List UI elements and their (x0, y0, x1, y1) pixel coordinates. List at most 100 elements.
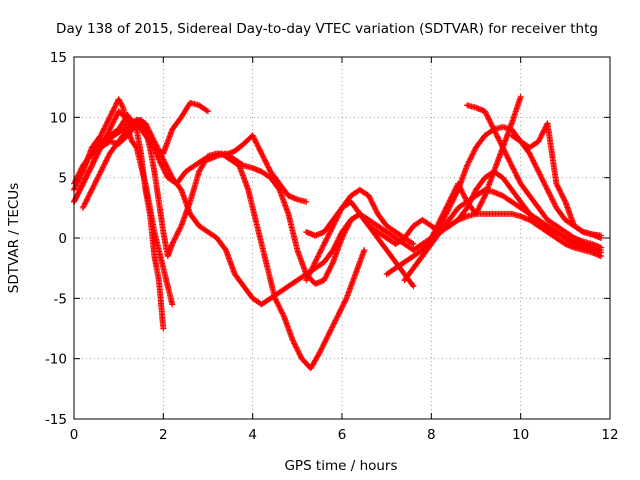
data-point (78, 169, 85, 176)
data-point (76, 171, 83, 178)
data-point (262, 157, 269, 164)
data-point (76, 187, 83, 194)
data-point (484, 113, 491, 120)
data-point (332, 241, 339, 248)
data-point (303, 277, 310, 284)
data-point (79, 182, 86, 189)
data-point (511, 168, 518, 175)
data-point (101, 161, 108, 168)
data-point (336, 210, 343, 217)
data-point (108, 110, 115, 117)
data-point (164, 164, 171, 171)
data-point (75, 174, 82, 181)
data-point (322, 274, 329, 281)
data-point (90, 183, 97, 190)
data-point (541, 127, 548, 134)
data-point (559, 193, 566, 200)
data-point (169, 241, 176, 248)
data-point (547, 192, 554, 199)
data-point (170, 238, 177, 245)
data-point (330, 247, 337, 254)
data-point (108, 122, 115, 129)
data-point (536, 170, 543, 177)
data-point (547, 193, 554, 200)
data-point (142, 120, 149, 127)
data-point (329, 324, 336, 331)
data-point (333, 215, 340, 222)
data-point (546, 190, 553, 197)
data-point (444, 201, 451, 208)
data-point (87, 189, 94, 196)
data-point (528, 154, 535, 161)
data-point (555, 184, 562, 191)
data-point (86, 192, 93, 199)
data-point (367, 195, 374, 202)
data-point (86, 166, 93, 173)
data-point (156, 149, 163, 156)
data-point (152, 141, 159, 148)
data-point (480, 195, 487, 202)
data-point (150, 137, 157, 144)
data-point (423, 244, 430, 251)
data-point (85, 169, 92, 176)
data-point (346, 219, 353, 226)
data-point (477, 201, 484, 208)
data-point (104, 154, 111, 161)
data-point (499, 143, 506, 150)
data-point (306, 271, 313, 278)
data-point (462, 196, 469, 203)
data-point (256, 146, 263, 153)
data-point (331, 320, 338, 327)
series-14 (464, 102, 605, 251)
data-point (497, 140, 504, 147)
data-point (501, 147, 508, 154)
data-point (167, 170, 174, 177)
data-point (409, 240, 416, 247)
data-point (88, 163, 95, 170)
data-point (169, 301, 176, 308)
data-point (333, 314, 340, 321)
data-point (554, 183, 561, 190)
data-point (81, 177, 88, 184)
data-point (317, 348, 324, 355)
data-point (93, 176, 100, 183)
data-point (369, 201, 376, 208)
data-point (92, 178, 99, 185)
data-point (425, 240, 432, 247)
data-point (251, 136, 258, 143)
data-point (81, 176, 88, 183)
data-point (481, 108, 488, 115)
data-point (440, 209, 447, 216)
data-point (311, 260, 318, 267)
data-point (79, 166, 86, 173)
data-point (99, 164, 106, 171)
data-point (471, 189, 478, 196)
data-point (81, 202, 88, 209)
data-point (332, 217, 339, 224)
data-point (442, 205, 449, 212)
data-point (145, 127, 152, 134)
data-point (536, 137, 543, 144)
data-point (488, 120, 495, 127)
series-10 (383, 123, 605, 278)
data-point (315, 252, 322, 259)
data-point (314, 253, 321, 260)
data-point (529, 156, 536, 163)
data-point (147, 130, 154, 137)
data-point (84, 196, 91, 203)
data-point (340, 302, 347, 309)
data-point (479, 198, 486, 205)
data-point (470, 190, 477, 197)
data-point (485, 115, 492, 122)
data-point (72, 196, 79, 203)
data-point (73, 193, 80, 200)
data-point (496, 137, 503, 144)
data-point (483, 112, 490, 119)
data-point (291, 340, 298, 347)
data-point (80, 179, 87, 186)
data-point (441, 208, 448, 215)
data-point (81, 200, 88, 207)
data-point (156, 148, 163, 155)
data-point (421, 248, 428, 255)
data-point (99, 165, 106, 172)
